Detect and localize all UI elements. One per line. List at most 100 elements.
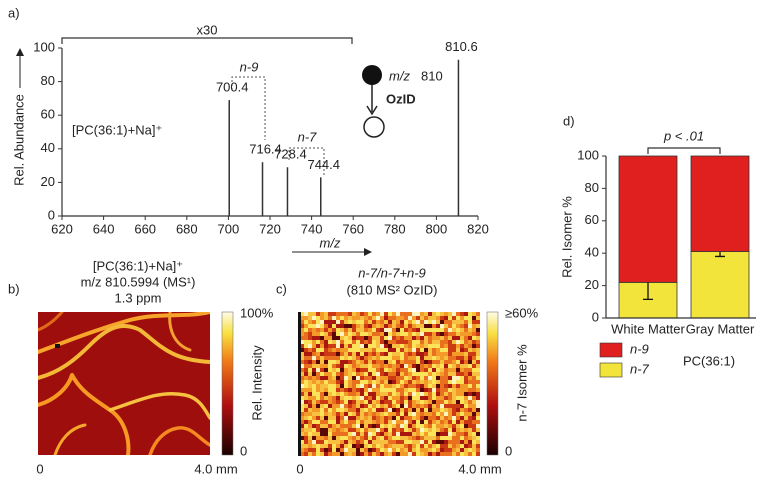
texture-cell — [388, 372, 392, 376]
texture-cell — [396, 440, 400, 444]
texture-cell — [468, 392, 472, 396]
texture-cell — [328, 408, 332, 412]
texture-cell — [460, 432, 464, 436]
colorbar-top: 100% — [240, 305, 274, 320]
texture-cell — [368, 312, 372, 316]
x-tick-label: 820 — [467, 221, 489, 236]
texture-cell — [468, 416, 472, 420]
texture-cell — [428, 364, 432, 368]
texture-cell — [392, 432, 396, 436]
texture-cell — [428, 372, 432, 376]
texture-cell — [468, 368, 472, 372]
texture-cell — [392, 320, 396, 324]
texture-cell — [380, 408, 384, 412]
texture-cell — [376, 324, 380, 328]
texture-cell — [352, 364, 356, 368]
texture-cell — [436, 368, 440, 372]
texture-cell — [300, 396, 304, 400]
texture-cell — [408, 384, 412, 388]
texture-cell — [332, 408, 336, 412]
texture-cell — [444, 352, 448, 356]
texture-cell — [364, 400, 368, 404]
texture-cell — [444, 316, 448, 320]
texture-cell — [312, 344, 316, 348]
texture-cell — [316, 360, 320, 364]
texture-cell — [424, 400, 428, 404]
texture-cell — [448, 400, 452, 404]
texture-cell — [424, 356, 428, 360]
y-tick-label: 20 — [585, 277, 599, 292]
texture-cell — [300, 428, 304, 432]
texture-cell — [368, 420, 372, 424]
texture-cell — [312, 420, 316, 424]
texture-cell — [380, 356, 384, 360]
peak-label: 700.4 — [216, 80, 249, 95]
texture-cell — [428, 412, 432, 416]
texture-cell — [364, 412, 368, 416]
texture-cell — [380, 412, 384, 416]
texture-cell — [408, 312, 412, 316]
texture-cell — [320, 424, 324, 428]
texture-cell — [364, 368, 368, 372]
texture-cell — [320, 448, 324, 452]
texture-cell — [324, 376, 328, 380]
texture-cell — [364, 372, 368, 376]
texture-cell — [320, 364, 324, 368]
texture-cell — [472, 412, 476, 416]
texture-cell — [304, 312, 308, 316]
texture-cell — [444, 320, 448, 324]
texture-cell — [468, 348, 472, 352]
texture-cell — [304, 392, 308, 396]
texture-cell — [452, 448, 456, 452]
texture-cell — [348, 376, 352, 380]
texture-cell — [392, 348, 396, 352]
texture-cell — [380, 436, 384, 440]
texture-cell — [304, 360, 308, 364]
texture-cell — [444, 372, 448, 376]
texture-cell — [336, 316, 340, 320]
bar-segment — [690, 251, 750, 319]
texture-cell — [304, 408, 308, 412]
texture-cell — [384, 356, 388, 360]
texture-cell — [432, 320, 436, 324]
texture-cell — [444, 432, 448, 436]
texture-cell — [424, 428, 428, 432]
texture-cell — [300, 336, 304, 340]
texture-cell — [432, 352, 436, 356]
texture-cell — [460, 344, 464, 348]
texture-cell — [380, 384, 384, 388]
texture-cell — [304, 344, 308, 348]
texture-cell — [312, 328, 316, 332]
texture-cell — [344, 312, 348, 316]
texture-cell — [392, 404, 396, 408]
texture-cell — [472, 404, 476, 408]
texture-cell — [428, 324, 432, 328]
texture-cell — [432, 428, 436, 432]
texture-cell — [464, 340, 468, 344]
texture-cell — [352, 316, 356, 320]
texture-cell — [348, 312, 352, 316]
texture-cell — [464, 364, 468, 368]
texture-cell — [452, 320, 456, 324]
texture-cell — [316, 316, 320, 320]
texture-cell — [440, 376, 444, 380]
texture-cell — [360, 436, 364, 440]
texture-cell — [340, 396, 344, 400]
n7-bracket — [288, 147, 325, 175]
texture-cell — [364, 376, 368, 380]
texture-cell — [400, 404, 404, 408]
texture-cell — [328, 372, 332, 376]
texture-cell — [372, 328, 376, 332]
texture-cell — [308, 340, 312, 344]
texture-cell — [396, 320, 400, 324]
texture-cell — [300, 436, 304, 440]
texture-cell — [356, 412, 360, 416]
texture-cell — [348, 332, 352, 336]
texture-cell — [404, 372, 408, 376]
texture-cell — [320, 392, 324, 396]
texture-cell — [456, 348, 460, 352]
texture-cell — [320, 412, 324, 416]
texture-cell — [460, 384, 464, 388]
texture-cell — [324, 356, 328, 360]
texture-cell — [476, 316, 480, 320]
